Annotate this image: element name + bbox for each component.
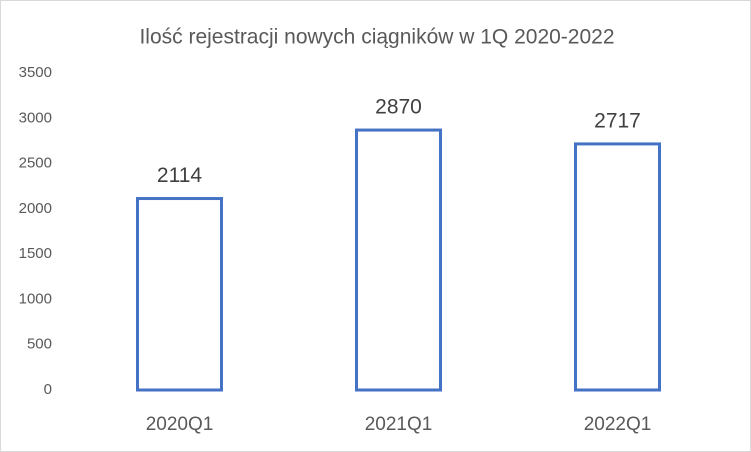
- data-label: 2114: [157, 164, 202, 187]
- x-tick-label: 2022Q1: [584, 414, 652, 435]
- y-tick-label: 500: [27, 336, 52, 353]
- y-tick-label: 1000: [19, 290, 52, 307]
- y-tick-label: 0: [44, 381, 52, 398]
- bar: [136, 197, 223, 392]
- data-label: 2717: [594, 109, 641, 132]
- y-tick-label: 2000: [19, 200, 52, 217]
- x-tick-label: 2020Q1: [146, 414, 214, 435]
- y-tick-label: 2500: [19, 155, 52, 172]
- y-tick-label: 3500: [19, 64, 52, 81]
- x-tick-label: 2021Q1: [365, 414, 433, 435]
- y-tick-label: 3000: [19, 109, 52, 126]
- y-tick-label: 1500: [19, 245, 52, 262]
- bar: [355, 128, 442, 392]
- data-label: 2870: [375, 96, 422, 119]
- chart-title: Ilość rejestracji nowych ciągników w 1Q …: [139, 26, 614, 49]
- bar: [574, 142, 661, 392]
